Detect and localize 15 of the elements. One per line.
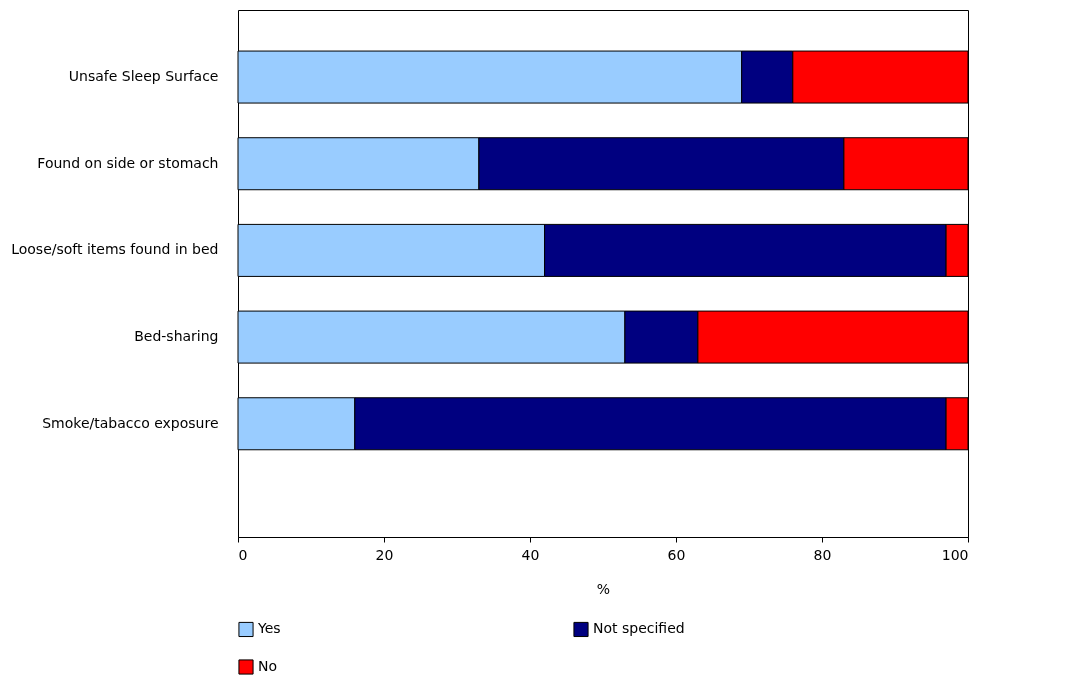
x-tick-label: 80 (813, 546, 832, 563)
x-tick-label: 100 (941, 546, 969, 563)
y-tick-label: Loose/soft items found in bed (11, 241, 219, 258)
legend-label: Yes (257, 620, 281, 637)
x-axis-title: % (596, 580, 611, 597)
x-tick-label: 0 (238, 546, 248, 563)
x-tick-label: 60 (667, 546, 686, 563)
x-tick-label: 40 (521, 546, 540, 563)
y-tick-label: Found on side or stomach (37, 154, 219, 171)
y-tick-label: Smoke/tabacco exposure (42, 414, 219, 431)
legend-label: No (258, 658, 278, 674)
y-tick-label: Bed-sharing (134, 328, 219, 345)
y-tick-label: Unsafe Sleep Surface (68, 68, 219, 85)
x-tick-label: 20 (375, 546, 394, 563)
legend-label: Not specified (593, 620, 685, 637)
